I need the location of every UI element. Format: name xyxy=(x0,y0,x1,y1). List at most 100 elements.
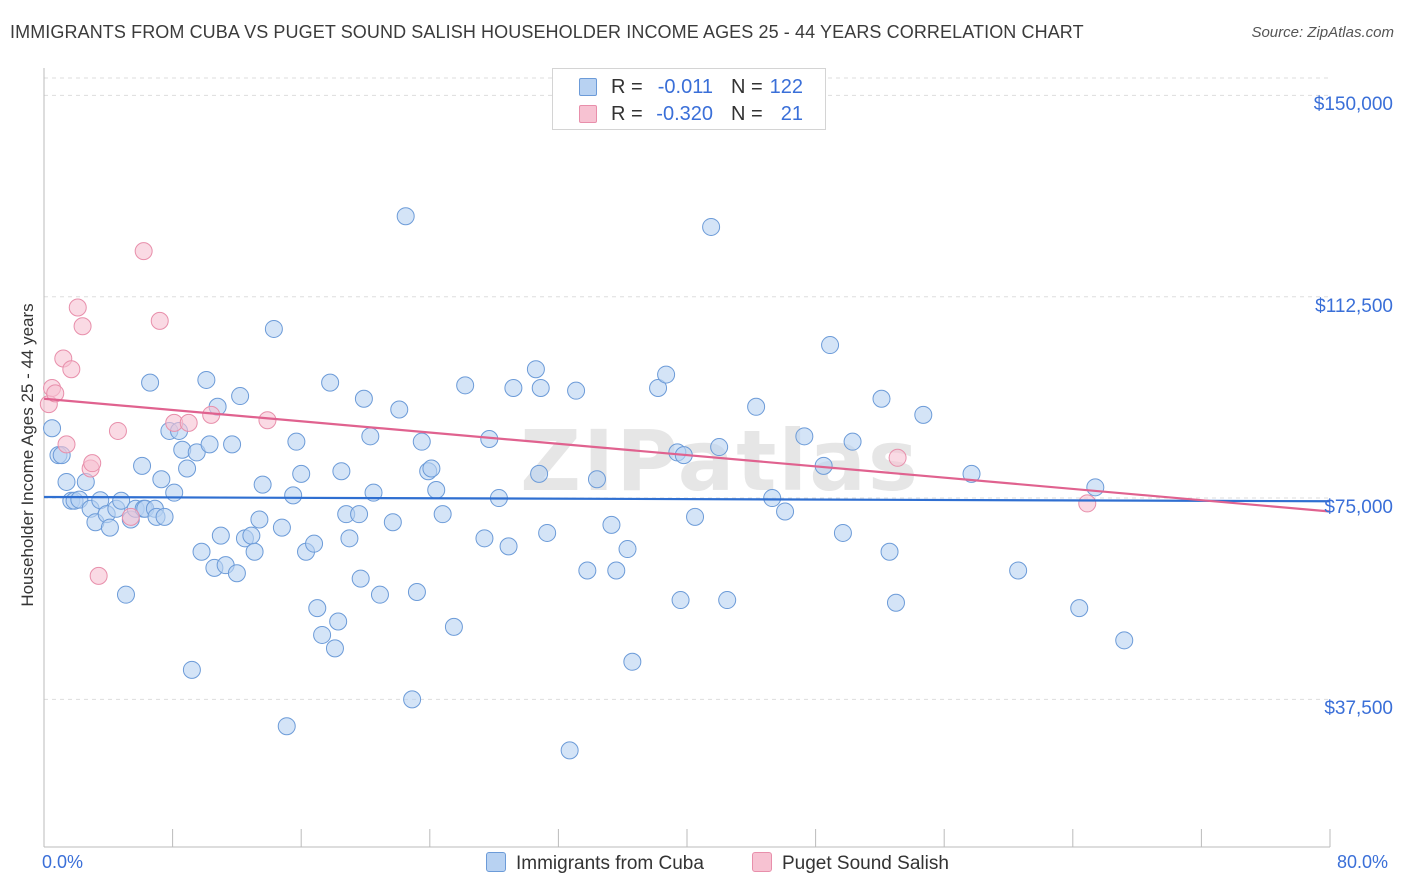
point-cuba xyxy=(602,515,621,534)
point-cuba xyxy=(329,612,348,631)
point-cuba xyxy=(531,379,550,397)
point-salish xyxy=(57,435,76,454)
point-cuba xyxy=(475,529,494,548)
point-cuba xyxy=(403,690,422,709)
point-salish xyxy=(888,448,907,467)
point-cuba xyxy=(396,207,415,226)
point-salish xyxy=(62,360,81,379)
point-cuba xyxy=(152,470,171,489)
point-cuba xyxy=(100,518,119,537)
series-salish-points xyxy=(39,242,1097,585)
point-cuba xyxy=(141,373,160,392)
legend-swatch-salish xyxy=(579,105,597,123)
point-salish xyxy=(1078,494,1097,513)
point-cuba xyxy=(1070,599,1089,618)
point-cuba xyxy=(821,336,840,355)
y-tick-label: $150,000 xyxy=(1313,94,1393,116)
point-cuba xyxy=(710,438,729,457)
trend-lines xyxy=(43,397,1331,513)
point-cuba xyxy=(795,427,814,446)
point-cuba xyxy=(618,540,637,559)
trend-line-cuba xyxy=(43,495,1331,503)
point-salish xyxy=(179,413,198,432)
bottom-legend-cuba: Immigrants from Cuba xyxy=(486,852,704,875)
y-tick-label: $75,000 xyxy=(1324,497,1393,519)
point-cuba xyxy=(116,585,135,604)
axes xyxy=(43,68,1331,848)
point-cuba xyxy=(1009,561,1028,580)
legend-row-salish: R = -0.320 N = 21 xyxy=(553,101,825,127)
point-salish xyxy=(134,242,153,261)
point-cuba xyxy=(530,464,549,483)
point-cuba xyxy=(538,523,557,542)
point-cuba xyxy=(560,741,579,760)
point-cuba xyxy=(747,397,766,416)
chart-title: IMMIGRANTS FROM CUBA VS PUGET SOUND SALI… xyxy=(10,22,1084,42)
legend-n-label: N = xyxy=(731,103,763,125)
point-cuba xyxy=(57,472,76,491)
point-cuba xyxy=(200,435,219,454)
point-cuba xyxy=(833,523,852,542)
point-salish xyxy=(46,384,65,403)
point-cuba xyxy=(350,505,369,524)
y-tick-label: $37,500 xyxy=(1324,698,1393,720)
source-label: Source: ZipAtlas.com xyxy=(1251,24,1394,41)
point-cuba xyxy=(187,443,206,462)
point-cuba xyxy=(578,561,597,580)
point-salish xyxy=(108,421,127,440)
point-cuba xyxy=(292,464,311,483)
point-cuba xyxy=(370,585,389,604)
legend-swatch-cuba xyxy=(579,78,597,96)
legend-r-value: -0.011 xyxy=(657,76,713,98)
point-salish xyxy=(68,298,87,317)
point-salish xyxy=(83,454,102,473)
point-cuba xyxy=(340,529,359,548)
point-cuba xyxy=(776,502,795,521)
point-cuba xyxy=(332,462,351,481)
y-axis-label: Householder Income Ages 25 - 44 years xyxy=(18,303,37,607)
point-cuba xyxy=(914,405,933,424)
point-cuba xyxy=(649,379,668,397)
point-cuba xyxy=(872,389,891,408)
trend-line-salish xyxy=(43,397,1331,513)
legend-n-label: N = xyxy=(731,76,763,98)
x-tick-label-max: 80.0% xyxy=(1337,852,1389,872)
point-cuba xyxy=(702,217,721,236)
legend-r-label: R = xyxy=(611,76,643,98)
legend-r-label: R = xyxy=(611,103,643,125)
legend-n-value: 21 xyxy=(780,103,803,125)
point-cuba xyxy=(227,564,246,583)
point-cuba xyxy=(277,717,296,736)
point-cuba xyxy=(192,542,211,561)
point-cuba xyxy=(623,652,642,671)
point-cuba xyxy=(165,483,184,502)
point-cuba xyxy=(843,432,862,451)
point-cuba xyxy=(607,561,626,580)
bottom-legend-swatch-cuba xyxy=(486,852,506,872)
stats-legend: R = -0.011 N = 122 R = -0.320 N = 21 xyxy=(552,68,826,130)
point-cuba xyxy=(325,639,344,658)
point-cuba xyxy=(587,470,606,489)
point-cuba xyxy=(526,360,545,379)
legend-r-value: -0.320 xyxy=(656,103,713,125)
bottom-legend-label-salish: Puget Sound Salish xyxy=(782,853,949,874)
point-salish xyxy=(121,507,140,526)
point-cuba xyxy=(407,583,426,601)
x-tick-label-min: 0.0% xyxy=(42,852,84,872)
point-cuba xyxy=(686,507,705,526)
legend-n-value: 122 xyxy=(769,76,803,98)
point-cuba xyxy=(264,319,283,338)
point-cuba xyxy=(211,526,230,545)
point-cuba xyxy=(351,569,370,588)
point-cuba xyxy=(763,489,782,508)
point-cuba xyxy=(250,510,269,529)
point-cuba xyxy=(671,591,690,610)
point-cuba xyxy=(383,513,402,532)
point-cuba xyxy=(231,387,250,406)
point-cuba xyxy=(718,591,737,610)
point-cuba xyxy=(1115,631,1134,650)
point-cuba xyxy=(390,400,409,419)
legend-row-cuba: R = -0.011 N = 122 xyxy=(553,74,825,100)
point-cuba xyxy=(962,464,981,483)
watermark: ZIPatlas xyxy=(520,412,920,510)
